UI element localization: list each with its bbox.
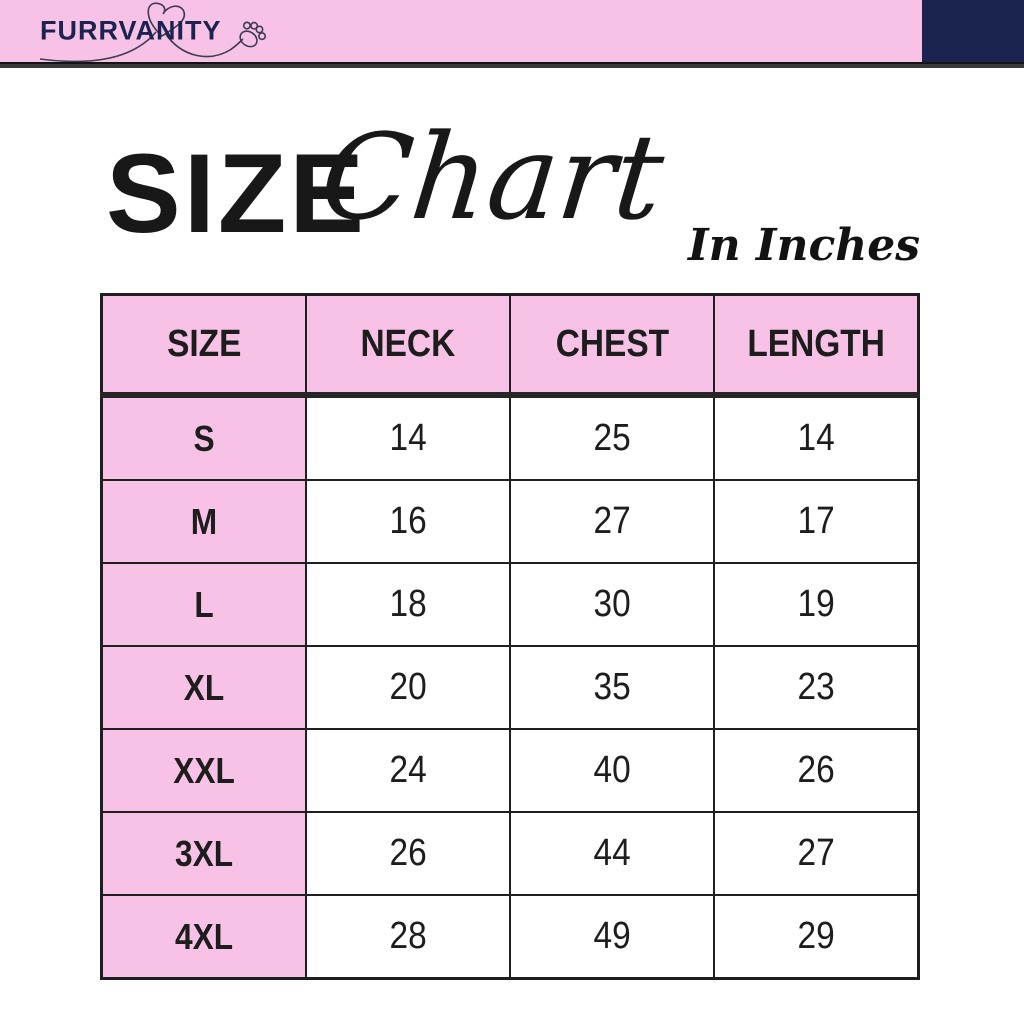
brand-name: FURRVANITY <box>40 15 222 46</box>
table-row: S 14 25 14 <box>100 394 920 481</box>
neck-cell: 16 <box>304 479 512 564</box>
brand-logo: FURRVANITY <box>34 0 284 62</box>
size-cell: XXL <box>100 728 307 813</box>
size-cell: XL <box>100 645 307 730</box>
chest-cell: 30 <box>508 562 716 647</box>
size-cell: L <box>100 562 307 647</box>
swirl-line <box>39 31 244 62</box>
length-cell: 27 <box>713 811 920 896</box>
column-header-chest: CHEST <box>508 293 716 398</box>
length-cell: 17 <box>713 479 920 564</box>
length-cell: 23 <box>713 645 920 730</box>
chest-cell: 25 <box>508 394 716 481</box>
neck-cell: 26 <box>304 811 512 896</box>
size-cell: 4XL <box>100 894 307 980</box>
neck-cell: 20 <box>304 645 512 730</box>
chest-cell: 49 <box>508 894 716 980</box>
chest-cell: 27 <box>508 479 716 564</box>
neck-cell: 24 <box>304 728 512 813</box>
table-row: L 18 30 19 <box>100 562 920 647</box>
table-row: XXL 24 40 26 <box>100 728 920 813</box>
neck-cell: 18 <box>304 562 512 647</box>
length-cell: 26 <box>713 728 920 813</box>
topbar: FURRVANITY <box>0 0 1024 62</box>
topbar-pink-band: FURRVANITY <box>0 0 922 62</box>
size-cell: M <box>100 479 307 564</box>
column-header-size: SIZE <box>100 293 307 398</box>
heart-icon <box>147 2 186 38</box>
logo-decoration <box>39 2 267 62</box>
table-row: XL 20 35 23 <box>100 645 920 730</box>
chest-cell: 40 <box>508 728 716 813</box>
neck-cell: 28 <box>304 894 512 980</box>
table-row: M 16 27 17 <box>100 479 920 564</box>
length-cell: 14 <box>713 394 920 481</box>
length-cell: 29 <box>713 894 920 980</box>
size-cell: S <box>100 394 307 481</box>
page-title-chart: Chart <box>314 108 670 246</box>
chest-cell: 35 <box>508 645 716 730</box>
header-row: SIZE NECK CHEST LENGTH <box>100 293 920 398</box>
header-divider <box>0 62 1024 68</box>
column-header-neck: NECK <box>304 293 512 398</box>
paw-icon <box>239 21 267 48</box>
size-chart-table: SIZE NECK CHEST LENGTH S 14 25 14 M 16 2… <box>100 293 920 980</box>
chest-cell: 44 <box>508 811 716 896</box>
navy-corner-block <box>922 0 1024 62</box>
size-cell: 3XL <box>100 811 307 896</box>
neck-cell: 14 <box>304 394 512 481</box>
page-title-size: SIZE <box>106 131 367 256</box>
units-label: In Inches <box>687 220 920 271</box>
column-header-length: LENGTH <box>713 293 920 398</box>
length-cell: 19 <box>713 562 920 647</box>
table-row: 3XL 26 44 27 <box>100 811 920 896</box>
table-row: 4XL 28 49 29 <box>100 894 920 980</box>
